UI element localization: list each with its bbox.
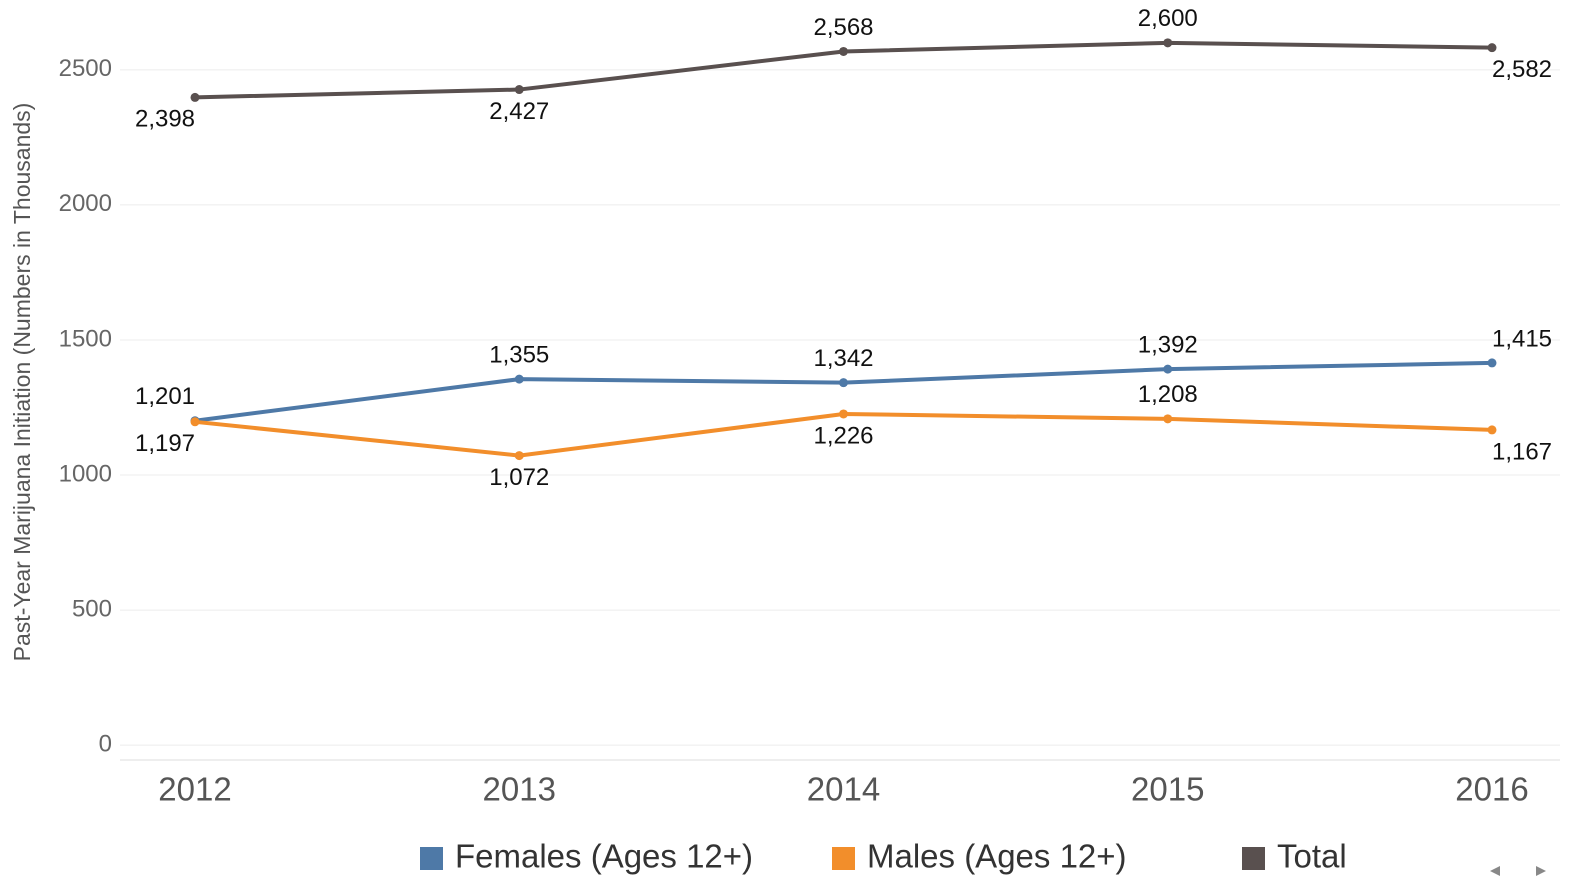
point (839, 46, 848, 56)
data-label: 1,342 (813, 345, 873, 372)
data-label: 1,392 (1138, 331, 1198, 358)
y-tick-label: 1000 (59, 460, 112, 487)
legend-label: Males (Ages 12+) (867, 838, 1127, 875)
legend-swatch (1242, 847, 1265, 870)
legend-swatch (832, 847, 855, 870)
point (1163, 38, 1173, 48)
data-label: 2,398 (135, 106, 195, 133)
point (839, 409, 848, 419)
point (1163, 364, 1173, 374)
scroll-arrows (1490, 866, 1546, 876)
x-tick-label: 2014 (807, 771, 880, 808)
data-label: 1,208 (1138, 381, 1198, 408)
y-tick-label: 0 (99, 730, 112, 757)
x-tick-label: 2015 (1131, 771, 1204, 808)
y-axis-label: Past-Year Marijuana Initiation (Numbers … (9, 103, 35, 662)
data-label: 2,582 (1492, 56, 1552, 83)
point (514, 374, 524, 384)
data-label: 2,427 (489, 98, 549, 125)
point (514, 451, 524, 461)
point (1487, 358, 1497, 368)
point (1163, 414, 1173, 424)
data-label: 1,355 (489, 341, 549, 368)
point (190, 417, 200, 427)
data-label: 1,226 (813, 422, 873, 449)
point (839, 378, 848, 388)
data-label: 1,201 (135, 383, 195, 410)
data-label: 1,197 (135, 430, 195, 457)
data-label: 1,415 (1492, 325, 1552, 352)
x-tick-label: 2016 (1455, 771, 1528, 808)
point (1487, 43, 1497, 53)
legend-swatch (420, 847, 443, 870)
data-label: 2,568 (813, 14, 873, 41)
data-label: 1,167 (1492, 438, 1552, 465)
y-tick-label: 2000 (59, 190, 112, 217)
point (190, 92, 200, 102)
legend-label: Females (Ages 12+) (455, 838, 753, 875)
legend-label: Total (1277, 838, 1347, 875)
data-label: 1,072 (489, 464, 549, 491)
data-label: 2,600 (1138, 5, 1198, 32)
point (514, 85, 524, 95)
y-tick-label: 1500 (59, 325, 112, 352)
point (1487, 425, 1497, 435)
y-tick-label: 500 (72, 595, 112, 622)
x-tick-label: 2013 (483, 771, 556, 808)
x-tick-label: 2012 (158, 771, 231, 808)
y-tick-label: 2500 (59, 55, 112, 82)
